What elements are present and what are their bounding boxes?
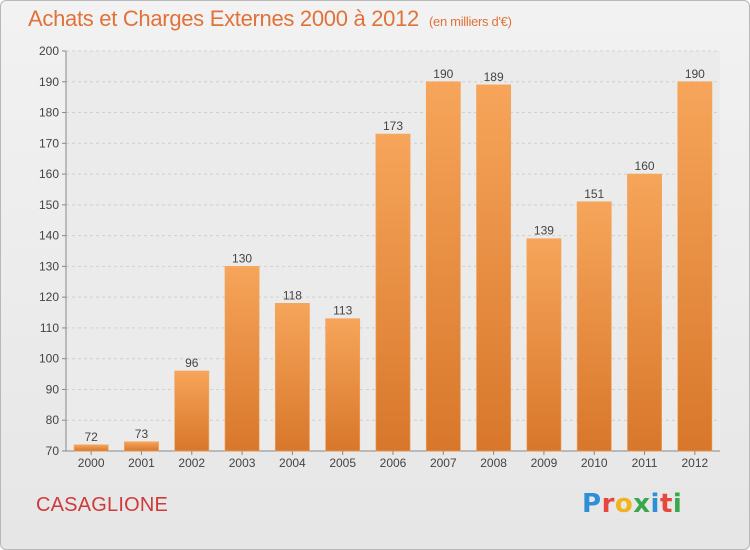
x-tick-label: 2010 — [581, 456, 608, 470]
logo-letter: r — [601, 489, 615, 519]
logo-letter: i — [650, 489, 660, 519]
x-tick-label: 2012 — [681, 456, 708, 470]
data-label: 130 — [232, 251, 252, 265]
x-tick-label: 2001 — [128, 456, 155, 470]
bar — [476, 84, 512, 452]
data-label: 151 — [584, 187, 604, 201]
y-tick-label: 170 — [39, 136, 59, 150]
y-tick-label: 160 — [39, 167, 59, 181]
x-tick-label: 2008 — [480, 456, 507, 470]
bar — [526, 238, 562, 452]
chart-title-text: Achats et Charges Externes 2000 à 2012 — [28, 6, 419, 31]
y-tick-label: 110 — [40, 321, 59, 335]
y-tick-label: 140 — [39, 229, 59, 243]
y-tick-label: 90 — [46, 382, 60, 396]
bar — [677, 81, 713, 452]
x-tick-label: 2011 — [632, 456, 658, 470]
bar — [224, 266, 260, 452]
proxiti-logo: Proxiti — [582, 489, 682, 519]
bar — [325, 318, 361, 452]
y-tick-label: 120 — [39, 290, 59, 304]
x-tick-label: 2004 — [279, 456, 306, 470]
bar — [576, 201, 612, 452]
logo-letter: o — [614, 489, 634, 519]
logo-letter: i — [672, 489, 683, 519]
logo-letter: t — [659, 489, 673, 519]
bar — [274, 303, 310, 452]
bar — [124, 441, 159, 452]
y-tick-label: 190 — [39, 75, 59, 89]
bar — [375, 133, 411, 452]
y-tick-label: 80 — [46, 413, 60, 427]
bar — [174, 370, 210, 452]
y-tick-label: 200 — [39, 44, 59, 58]
x-tick-label: 2002 — [178, 456, 205, 470]
y-tick-label: 150 — [39, 198, 59, 212]
y-tick-label: 100 — [39, 352, 59, 366]
data-label: 189 — [484, 70, 504, 84]
x-tick-label: 2005 — [329, 456, 356, 470]
data-label: 72 — [84, 430, 98, 444]
data-label: 73 — [135, 427, 149, 441]
data-label: 118 — [283, 288, 302, 302]
logo-letter: P — [582, 489, 602, 519]
y-tick-label: 70 — [46, 444, 60, 458]
x-tick-label: 2000 — [78, 456, 105, 470]
x-tick-label: 2007 — [430, 456, 457, 470]
data-label: 190 — [433, 67, 453, 81]
y-tick-label: 180 — [39, 106, 59, 120]
x-tick-label: 2003 — [229, 456, 256, 470]
data-label: 139 — [534, 224, 554, 238]
data-label: 173 — [383, 119, 403, 133]
chart-title: Achats et Charges Externes 2000 à 2012 (e… — [28, 6, 512, 32]
bar — [425, 81, 461, 452]
bar — [73, 444, 109, 452]
y-tick-label: 130 — [39, 259, 59, 273]
x-tick-label: 2009 — [531, 456, 558, 470]
data-label: 96 — [185, 356, 199, 370]
bar — [627, 173, 662, 452]
logo-letter: x — [633, 489, 651, 519]
data-label: 190 — [685, 67, 705, 81]
data-label: 113 — [333, 304, 352, 318]
data-label: 160 — [635, 159, 655, 173]
x-tick-label: 2006 — [380, 456, 407, 470]
chart-unit-label: (en milliers d'€) — [428, 14, 512, 29]
commune-name: CASAGLIONE — [36, 494, 169, 516]
